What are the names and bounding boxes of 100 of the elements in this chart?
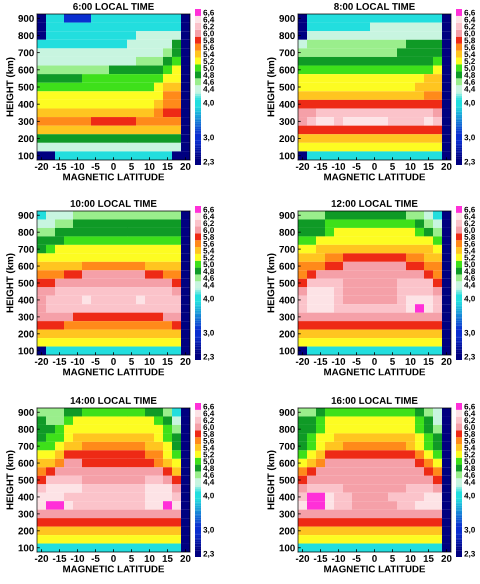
x-tick-label: 20 (441, 163, 452, 170)
color-bar-label: 6,2 (203, 417, 214, 424)
color-bar-label: 5,6 (464, 240, 475, 248)
color-bar-label: 6,0 (464, 227, 475, 234)
x-tick-label: -5 (92, 163, 100, 170)
y-tick-label: 600 (18, 66, 34, 74)
color-bar-label: 3,0 (203, 330, 214, 337)
chart-title: 12:00 LOCAL TIME (332, 200, 418, 207)
x-tick-label: 0 (111, 358, 116, 365)
x-tick-label: 0 (372, 163, 377, 170)
color-bar-label: 3,0 (464, 526, 475, 534)
color-bar-label: 6,2 (464, 220, 475, 228)
color-bar-label: 4,0 (203, 100, 214, 107)
y-tick-label: 200 (18, 135, 34, 142)
y-axis-title: HEIGHT (km) (267, 254, 276, 312)
x-tick-label: 15 (424, 163, 434, 170)
color-bar-label: 4,6 (464, 275, 475, 282)
color-bar-label: 5,8 (464, 37, 476, 44)
x-axis-title: MAGNETIC LATITUDE (63, 173, 164, 180)
y-tick-label: 100 (280, 152, 295, 160)
color-bar-label: 4,4 (464, 86, 476, 93)
color-bar-label: 6,2 (464, 24, 475, 30)
y-tick-label: 700 (279, 49, 295, 56)
color-bar-label: 6,0 (203, 30, 214, 38)
x-tick-label: -5 (352, 555, 361, 562)
color-bar-label: 6,0 (464, 424, 475, 432)
color-bar-label: 5,2 (203, 58, 214, 66)
color-bar-label: 5,8 (464, 234, 476, 241)
color-bar-label: 5,8 (203, 37, 214, 44)
color-bar-label: 6,2 (203, 24, 214, 30)
x-tick-label: 5 (129, 555, 134, 562)
color-bar-label: 6,4 (464, 214, 476, 220)
y-tick-label: 100 (280, 544, 295, 552)
x-tick-label: 20 (180, 163, 191, 170)
color-bar-label: 4,8 (464, 72, 476, 80)
y-tick-label: 900 (18, 212, 34, 219)
y-tick-label: 900 (279, 408, 295, 416)
color-bar-label: 5,2 (203, 452, 214, 458)
x-tick-label: 15 (162, 555, 173, 562)
chart-title: 14:00 LOCAL TIME (70, 397, 157, 404)
y-tick-label: 200 (279, 135, 295, 142)
chart-title: 16:00 LOCAL TIME (332, 397, 418, 404)
chart-title: 10:00 LOCAL TIME (70, 200, 157, 207)
color-bar-label: 5,0 (464, 458, 475, 466)
y-tick-label: 900 (279, 212, 295, 219)
x-tick-label: -20 (34, 358, 48, 365)
x-tick-label: -5 (92, 555, 100, 562)
y-tick-label: 500 (279, 476, 295, 484)
x-tick-label: -20 (34, 163, 48, 170)
color-bar-label: 2,3 (203, 550, 214, 558)
y-tick-label: 900 (279, 15, 295, 22)
color-bar-label: 2,3 (203, 158, 214, 166)
color-bar-label: 6,6 (203, 10, 214, 17)
y-tick-label: 300 (18, 118, 34, 125)
y-tick-label: 600 (279, 66, 295, 74)
x-tick-label: 10 (144, 555, 155, 562)
color-bar-label: 6,2 (203, 220, 214, 228)
chart-title: 6:00 LOCAL TIME (73, 3, 154, 10)
color-bar-label: 6,6 (464, 404, 475, 411)
color-bar-label: 5,6 (203, 240, 214, 248)
x-tick-label: -15 (314, 163, 328, 170)
color-bar-label: 4,6 (203, 472, 214, 480)
x-tick-label: 20 (180, 358, 191, 365)
x-tick-label: 5 (390, 163, 395, 170)
color-bar-label: 6,2 (464, 417, 475, 424)
x-tick-label: -15 (314, 555, 328, 562)
color-bar-label: 5,4 (464, 444, 476, 452)
y-tick-label: 800 (279, 426, 295, 433)
color-bar-label: 4,8 (203, 268, 214, 276)
color-bar-label: 3,0 (203, 134, 214, 142)
color-bar-label: 6,4 (203, 410, 214, 418)
color-bar-label: 4,8 (203, 465, 214, 472)
x-tick-label: -20 (296, 358, 310, 365)
y-axis-title: HEIGHT (km) (267, 450, 276, 510)
color-bar-label: 4,4 (203, 86, 214, 93)
color-bar-label: 5,2 (464, 58, 475, 66)
y-tick-label: 100 (18, 152, 34, 160)
y-tick-label: 500 (18, 280, 34, 287)
color-bar-label: 2,3 (464, 354, 475, 361)
x-axis-title: MAGNETIC LATITUDE (324, 368, 426, 376)
y-tick-label: 200 (279, 330, 295, 338)
y-tick-label: 700 (18, 49, 34, 56)
color-bar-label: 5,4 (203, 51, 214, 58)
color-bar-label: 2,3 (203, 354, 214, 361)
y-tick-label: 400 (279, 494, 295, 501)
y-tick-label: 200 (18, 528, 34, 534)
color-bar-label: 4,4 (203, 282, 214, 289)
x-tick-label: 0 (111, 555, 116, 562)
x-tick-label: 5 (129, 163, 134, 170)
color-bar-label: 6,6 (203, 206, 214, 214)
chart-title: 8:00 LOCAL TIME (334, 3, 415, 10)
x-tick-label: -15 (52, 555, 66, 562)
color-bar-label: 5,0 (203, 65, 214, 72)
x-tick-label: 10 (144, 163, 155, 170)
y-tick-label: 600 (18, 262, 34, 270)
color-bar-label: 3,0 (203, 526, 214, 534)
x-tick-label: 5 (390, 358, 395, 365)
color-bar-label: 6,6 (464, 206, 475, 214)
color-bar-label: 5,8 (464, 431, 476, 438)
color-bar-label: 5,2 (203, 254, 214, 262)
